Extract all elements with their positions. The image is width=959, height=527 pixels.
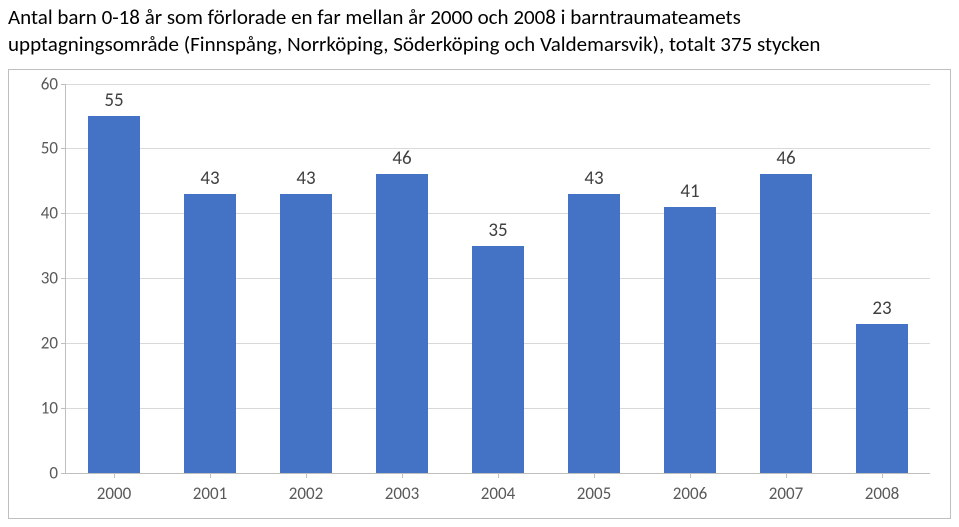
bar: 35 [472, 246, 525, 473]
page: Antal barn 0-18 år som förlorade en far … [0, 0, 959, 527]
y-tick-mark [61, 148, 66, 149]
bar-data-label: 46 [392, 147, 411, 170]
bar-data-label: 46 [776, 147, 795, 170]
bar: 55 [88, 116, 141, 473]
y-tick-mark [61, 278, 66, 279]
chart-title-line-1: Antal barn 0-18 år som förlorade en far … [8, 4, 951, 31]
x-tick-mark [498, 473, 499, 478]
y-tick-mark [61, 343, 66, 344]
x-tick-mark [210, 473, 211, 478]
x-tick-label: 2000 [97, 483, 131, 504]
bar-data-label: 41 [680, 180, 699, 203]
y-tick-label: 30 [41, 268, 58, 289]
gridline [66, 148, 930, 149]
bar-data-label: 23 [872, 297, 891, 320]
y-tick-mark [61, 213, 66, 214]
bar-data-label: 55 [104, 89, 123, 112]
bar: 23 [856, 324, 909, 473]
x-tick-mark [114, 473, 115, 478]
y-tick-label: 60 [41, 73, 58, 94]
x-tick-label: 2005 [577, 483, 611, 504]
y-tick-label: 50 [41, 138, 58, 159]
chart-title-line-2: upptagningsområde (Finnspång, Norrköping… [8, 31, 951, 58]
x-tick-label: 2004 [481, 483, 515, 504]
x-tick-label: 2002 [289, 483, 323, 504]
gridline [66, 84, 930, 85]
bar-data-label: 43 [200, 167, 219, 190]
x-tick-label: 2001 [193, 483, 227, 504]
bar-data-label: 35 [488, 219, 507, 242]
bar: 43 [280, 194, 333, 473]
x-tick-mark [786, 473, 787, 478]
x-tick-mark [594, 473, 595, 478]
bar: 43 [568, 194, 621, 473]
x-tick-label: 2008 [865, 483, 899, 504]
y-tick-mark [61, 473, 66, 474]
y-tick-label: 0 [49, 463, 58, 484]
y-tick-mark [61, 84, 66, 85]
bar: 46 [760, 174, 813, 473]
x-tick-mark [306, 473, 307, 478]
bar-data-label: 43 [296, 167, 315, 190]
chart-plot-area: 0102030405060552000432001432002462003352… [65, 84, 930, 474]
bar: 41 [664, 207, 717, 473]
x-tick-mark [402, 473, 403, 478]
x-tick-label: 2003 [385, 483, 419, 504]
chart-container: 0 10 20 30 40 50 60 55 2000 43 2001 43 2002 46 2003 35 2… [8, 69, 951, 519]
x-tick-label: 2006 [673, 483, 707, 504]
bar: 46 [376, 174, 429, 473]
bar-data-label: 43 [584, 167, 603, 190]
chart-title: Antal barn 0-18 år som förlorade en far … [0, 0, 959, 61]
y-tick-label: 10 [41, 398, 58, 419]
y-tick-mark [61, 408, 66, 409]
y-tick-label: 40 [41, 203, 58, 224]
x-tick-mark [690, 473, 691, 478]
x-tick-mark [882, 473, 883, 478]
bar: 43 [184, 194, 237, 473]
y-tick-label: 20 [41, 333, 58, 354]
x-tick-label: 2007 [769, 483, 803, 504]
